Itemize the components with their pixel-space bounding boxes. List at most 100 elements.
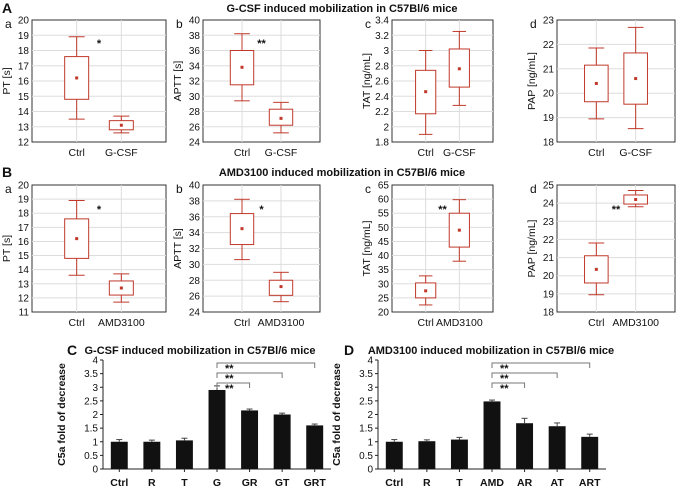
subpanel-letter: c <box>365 182 371 196</box>
y-tick-label: 2.6 <box>375 77 389 88</box>
y-tick-label: 34 <box>189 228 201 239</box>
y-tick-label: 1.5 <box>84 424 98 435</box>
x-tick-label: Ctrl <box>588 147 604 159</box>
y-tick-label: 3 <box>367 383 373 394</box>
y-tick-label: 23 <box>543 217 555 228</box>
y-axis-label: APTT [s] <box>172 61 184 102</box>
x-tick-label: T <box>456 477 463 489</box>
significance-bracket <box>216 372 283 378</box>
y-tick-label: 22 <box>543 235 555 246</box>
mean-marker <box>119 286 123 290</box>
mean-marker <box>119 123 123 127</box>
x-tick-label: G-CSF <box>619 147 652 159</box>
x-tick-label: Ctrl <box>234 317 250 329</box>
y-tick-label: 14 <box>18 265 30 276</box>
bar-ART <box>581 436 599 469</box>
y-tick-label: 16 <box>18 77 30 88</box>
x-tick-label: Ctrl <box>417 317 433 329</box>
bar-Ctrl <box>385 441 403 469</box>
subpanel-letter: c <box>365 17 371 31</box>
significance-label: ** <box>500 383 509 395</box>
mean-marker <box>424 289 428 293</box>
y-tick-label: 1.5 <box>359 424 373 435</box>
x-tick-label: Ctrl <box>68 147 84 159</box>
x-tick-label: Ctrl <box>588 317 604 329</box>
y-axis-label: PAP [ng/mL] <box>526 52 538 110</box>
y-tick-label: 3.2 <box>375 31 389 42</box>
x-tick-label: Ctrl <box>385 477 403 489</box>
y-axis-label: APTT [s] <box>172 228 184 269</box>
x-tick-label: R <box>148 477 156 489</box>
y-tick-label: 15 <box>18 92 30 103</box>
bar-AMD <box>483 401 501 469</box>
mean-marker <box>279 116 283 120</box>
x-tick-label: GRT <box>304 477 327 489</box>
y-tick-label: 19 <box>18 195 30 206</box>
significance-label: ** <box>225 363 234 375</box>
mean-marker <box>75 76 79 80</box>
subpanel-letter: b <box>176 182 183 196</box>
x-tick-label: GR <box>242 477 258 489</box>
significance-bracket <box>216 362 316 368</box>
significance-label: ** <box>225 383 234 395</box>
y-tick-label: 3 <box>92 383 98 394</box>
y-tick-label: 36 <box>189 46 201 57</box>
y-tick-label: 28 <box>189 276 201 287</box>
y-tick-label: 32 <box>189 244 201 255</box>
y-tick-label: 19 <box>543 113 555 124</box>
mean-marker <box>594 81 598 85</box>
y-tick-label: 18 <box>18 209 30 220</box>
mean-marker <box>424 90 428 94</box>
subpanel-letter: a <box>5 17 12 31</box>
bar-AR <box>516 423 534 469</box>
boxplot-A-c: 1.8 2 2.2 2.4 2.6 2.8 3 3.2 3.4 TAT [ng/mL] c Ctrl G… <box>361 16 494 159</box>
bar-R <box>143 441 161 469</box>
y-tick-label: 30 <box>189 92 201 103</box>
subpanel-letter: d <box>530 17 537 31</box>
y-tick-label: 22 <box>543 40 555 51</box>
y-tick-label: 38 <box>189 31 201 42</box>
x-tick-label: G-CSF <box>443 147 476 159</box>
significance-label: ** <box>500 363 509 375</box>
y-tick-label: 36 <box>189 212 201 223</box>
bar-T <box>450 439 468 469</box>
y-tick-label: 19 <box>543 289 555 300</box>
y-tick-label: 2.5 <box>359 396 373 407</box>
significance-marker: ** <box>257 38 266 50</box>
y-tick-label: 3.5 <box>84 369 98 380</box>
y-tick-label: 3.4 <box>375 16 389 27</box>
significance-marker: * <box>97 204 102 216</box>
x-tick-label: T <box>181 477 188 489</box>
significance-bracket <box>491 372 558 378</box>
x-tick-label: G <box>213 477 221 489</box>
y-tick-label: 3 <box>383 46 389 57</box>
y-axis-label: PAP [ng/mL] <box>526 219 538 277</box>
x-tick-label: ART <box>579 477 601 489</box>
y-tick-label: 0.5 <box>359 451 373 462</box>
mean-marker <box>457 67 461 71</box>
y-tick-label: 21 <box>543 64 555 75</box>
bar-Ctrl <box>110 441 128 469</box>
plot-frame <box>556 19 676 143</box>
y-axis-label: PT [s] <box>1 235 13 262</box>
mean-marker <box>75 237 79 241</box>
significance-label: ** <box>225 373 234 385</box>
y-tick-label: 2 <box>367 410 373 421</box>
plot-frame <box>391 184 494 313</box>
y-tick-label: 2.8 <box>375 61 389 72</box>
subpanel-letter: a <box>5 182 12 196</box>
y-tick-label: 26 <box>189 292 201 303</box>
boxplot-B-b: 24 26 28 30 32 34 36 38 40 APTT [s] b Ctrl AMD3100 * <box>172 181 321 329</box>
y-tick-label: 35 <box>378 265 390 276</box>
y-tick-label: 0 <box>92 465 98 476</box>
y-tick-label: 12 <box>18 293 30 304</box>
y-tick-label: 20 <box>18 181 30 192</box>
y-tick-label: 3.5 <box>359 369 373 380</box>
significance-marker: ** <box>438 204 447 216</box>
y-tick-label: 55 <box>378 209 390 220</box>
y-tick-label: 65 <box>378 181 390 192</box>
barchart-C: 0 0.5 1 1.5 2 2.5 3 3.5 4 C5a fold of decrease Ctr… <box>56 356 331 489</box>
y-tick-label: 1.8 <box>375 138 389 149</box>
mean-marker <box>457 228 461 232</box>
